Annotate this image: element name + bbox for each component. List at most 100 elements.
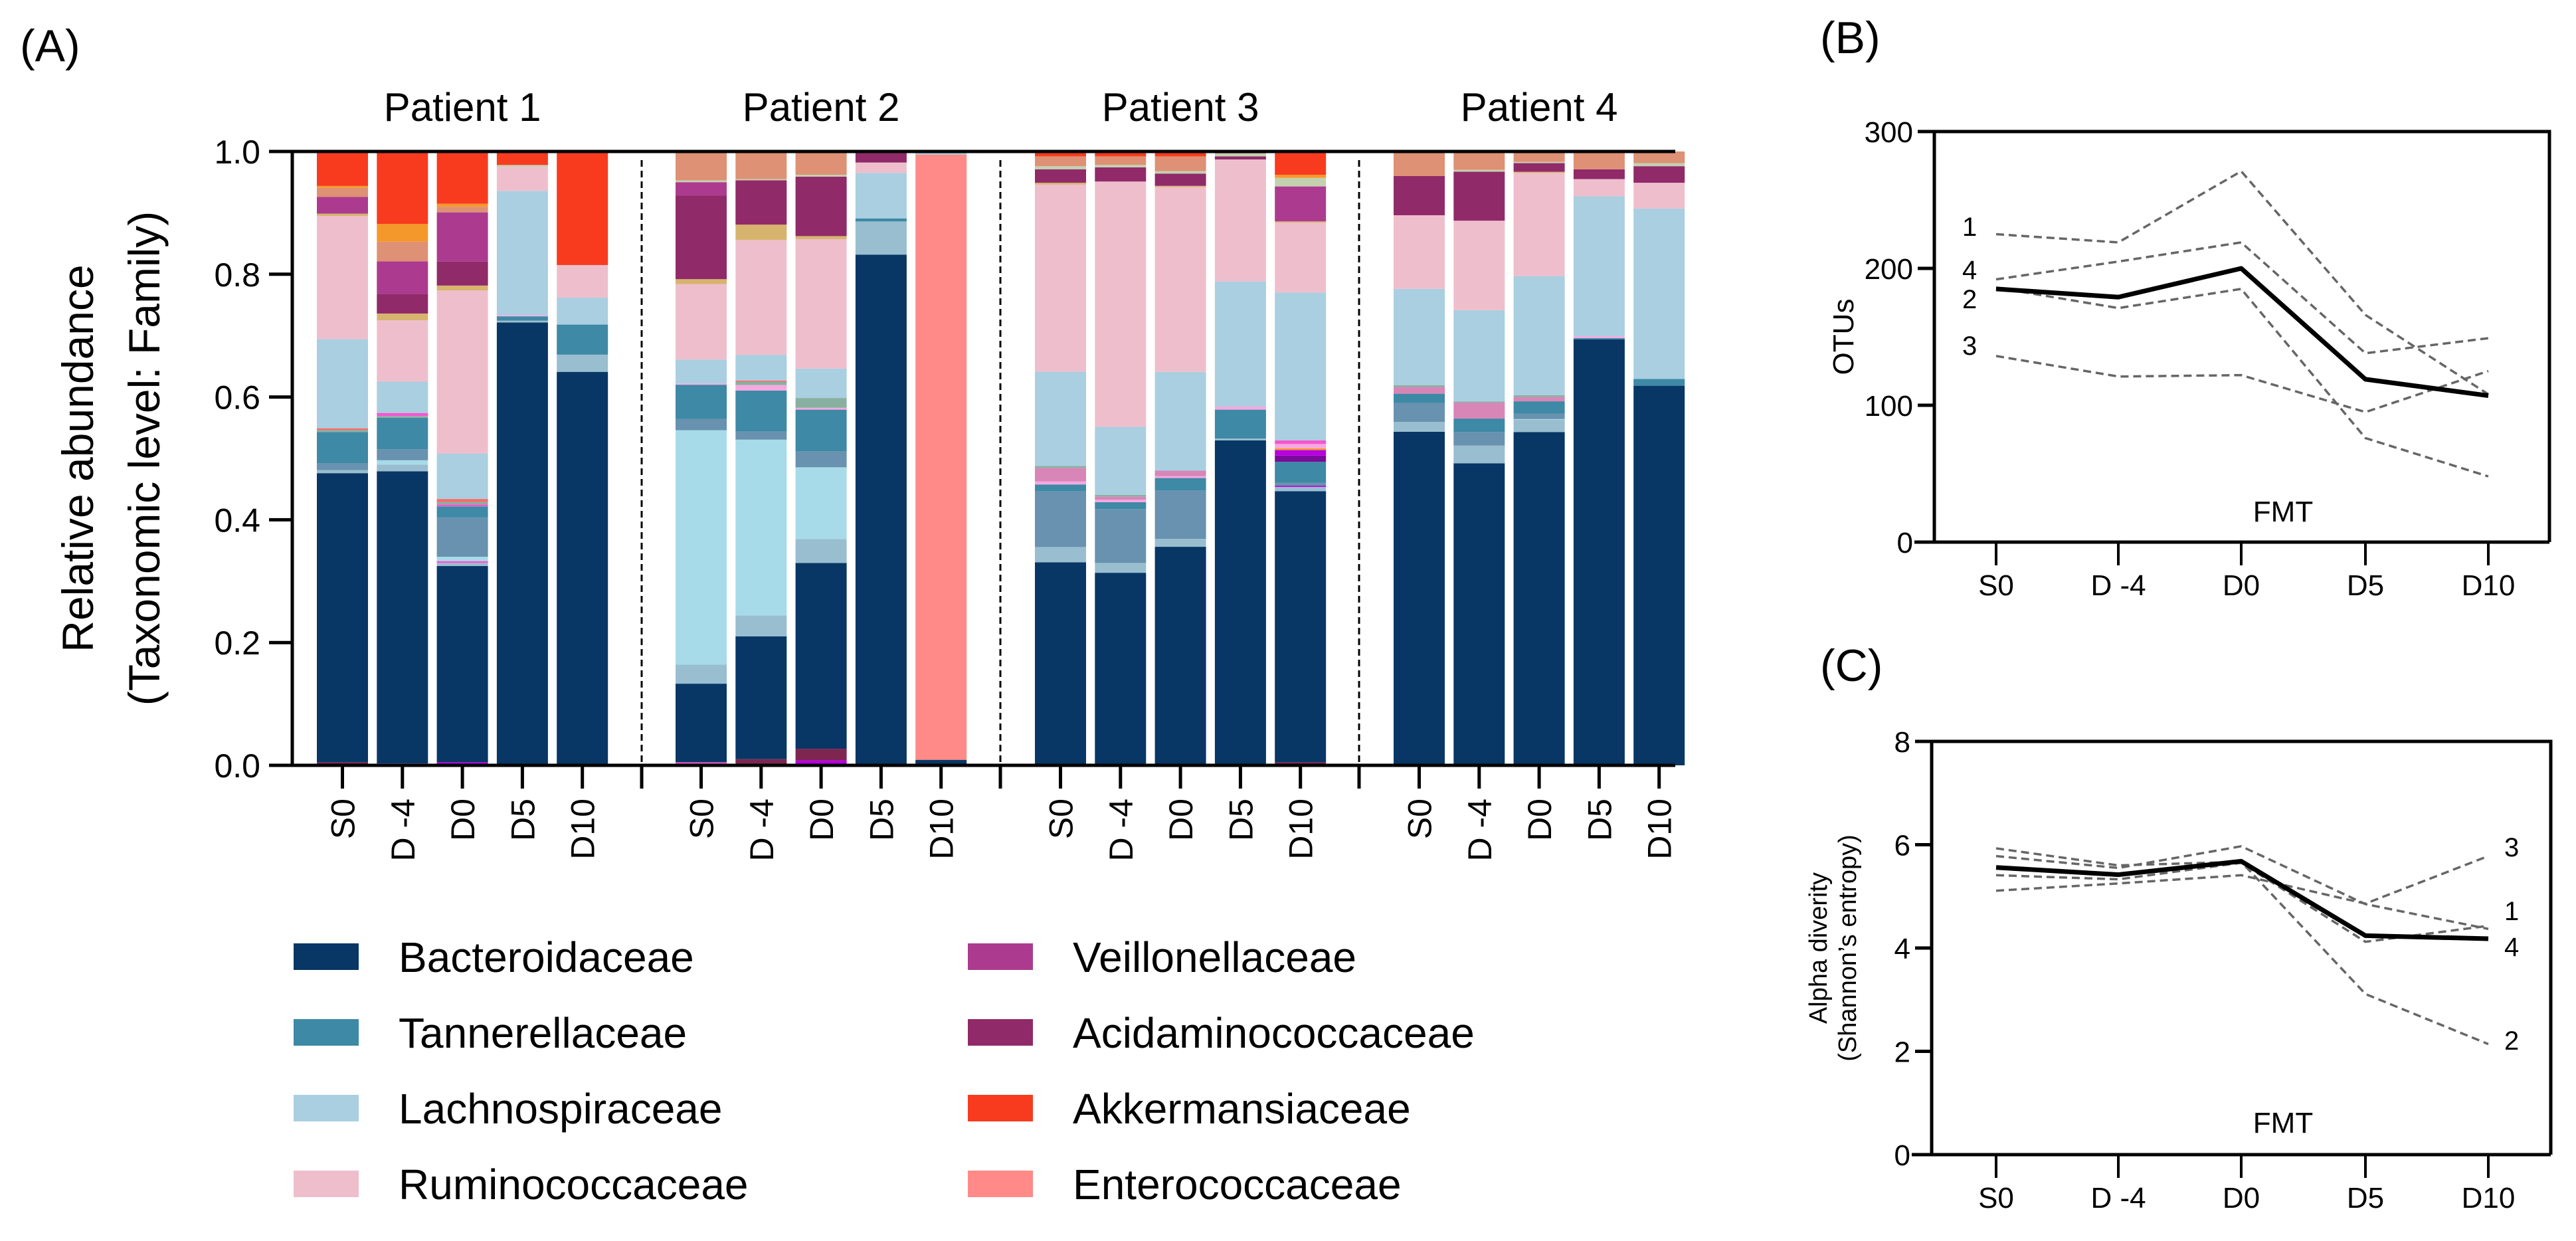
bar-segment (1513, 151, 1565, 162)
y-axis-label-c-line2: (Shannon’s entropy) (1834, 834, 1862, 1062)
bar-segment (676, 151, 727, 181)
bar-segment (795, 239, 847, 369)
bar-segment (1275, 177, 1327, 187)
bar-segment (1035, 491, 1086, 547)
patient-label: Patient 2 (743, 85, 900, 130)
bar-segment (377, 418, 428, 450)
bar-segment (1453, 310, 1505, 402)
bar-segment (1453, 401, 1505, 403)
bar-segment (496, 191, 548, 316)
bar-segment (1035, 156, 1086, 167)
bar-segment (1633, 183, 1685, 209)
bar-segment (1154, 187, 1206, 372)
bar-segment (436, 506, 488, 518)
legend-label: Tannerellaceae (399, 1009, 687, 1057)
bar-segment (1035, 466, 1086, 468)
patient-labels: Patient 1 Patient 2 Patient 3 Patient 4 (384, 85, 1618, 130)
bar-segment (1275, 448, 1327, 450)
bar-segment (1275, 444, 1327, 448)
series-label-4: 4 (2504, 933, 2519, 962)
x-tick-label: D0 (1162, 799, 1200, 841)
bar-segment (1035, 481, 1086, 485)
bar-segment (317, 463, 368, 470)
bar-segment (496, 315, 548, 317)
bar-segment (1573, 151, 1625, 169)
legend-item: Enterococcaceae (968, 1161, 1402, 1208)
bar-patient-2-D10 (915, 151, 967, 765)
bar-segment (1275, 482, 1327, 486)
panel-a-label: (A) (20, 21, 80, 71)
bar-segment (377, 294, 428, 314)
legend-swatch (968, 1095, 1033, 1121)
bar-segment (317, 470, 368, 474)
x-tick-label: S0 (1402, 799, 1439, 839)
bar-segment (1453, 419, 1505, 432)
legend-item: Akkermansiaceae (968, 1085, 1411, 1133)
bar-segment (1394, 175, 1445, 215)
bar-segment (1453, 169, 1505, 172)
bar-segment (676, 182, 727, 196)
bar-patient-2-D5 (855, 151, 907, 765)
x-tick-label: D10 (923, 799, 961, 860)
bar-segment (496, 165, 548, 167)
bar-segment (1573, 179, 1625, 197)
patient-line-1 (1995, 845, 2489, 930)
bar-segment (795, 563, 847, 749)
bar-segment (1275, 175, 1327, 178)
bar-segment (377, 320, 428, 382)
x-tick-label: S0 (1043, 799, 1080, 839)
bar-segment (436, 151, 488, 204)
bar-patient-3-D10 (1275, 151, 1327, 765)
bar-patient-1-D0 (436, 151, 488, 765)
bar-segment (735, 240, 787, 355)
legend-swatch (968, 1171, 1033, 1197)
bar-segment (1513, 171, 1565, 173)
bar-segment (496, 167, 548, 191)
bar-segment (1394, 151, 1445, 176)
x-tick-label: D10 (565, 799, 602, 860)
bar-segment (1154, 470, 1206, 476)
y-tick-label: 1.0 (214, 134, 260, 171)
bar-segment (855, 254, 907, 765)
bar-segment (735, 225, 787, 240)
bar-segment (1095, 509, 1147, 563)
fmt-annotation-c: FMT (2253, 1107, 2313, 1139)
x-tick-label: D5 (504, 799, 541, 841)
mean-line (1995, 266, 2489, 399)
bar-segment (795, 368, 847, 399)
bar-segment (1453, 171, 1505, 221)
bar-segment (1513, 173, 1565, 276)
bar-segment (1035, 371, 1086, 466)
x-tick-label: D -4 (1103, 799, 1140, 861)
bar-segment (676, 684, 727, 763)
bar-segment (1214, 407, 1266, 410)
bar-segment (1513, 276, 1565, 395)
bar-segment (1275, 221, 1327, 223)
y-axis-label-line1: Relative abundance (53, 264, 102, 652)
bar-segment (1035, 166, 1086, 169)
bar-segment (557, 324, 608, 355)
bar-segment (915, 759, 967, 765)
bar-segment (1453, 151, 1505, 170)
bar-segment (317, 339, 368, 429)
bar-segment (317, 213, 368, 217)
bar-segment (1513, 401, 1565, 414)
bar-segment (317, 473, 368, 763)
fmt-annotation-b: FMT (2253, 496, 2313, 528)
plot-frame (1914, 130, 2551, 544)
bar-segment (1275, 450, 1327, 456)
legend-swatch (968, 943, 1033, 970)
bar-segment (1573, 339, 1625, 765)
legend-swatch (968, 1019, 1033, 1046)
bar-patient-4-D0 (1513, 151, 1565, 765)
bar-segment (1154, 547, 1206, 765)
x-tick-label: D0 (1521, 799, 1558, 841)
bar-segment (436, 290, 488, 454)
bar-segment (1095, 496, 1147, 500)
patient-label: Patient 4 (1461, 85, 1618, 130)
bar-segment (1154, 490, 1206, 539)
bar-segment (1275, 462, 1327, 483)
bar-segment (1214, 438, 1266, 440)
patient-label: Patient 3 (1102, 85, 1259, 130)
legend-swatch (294, 1171, 359, 1197)
